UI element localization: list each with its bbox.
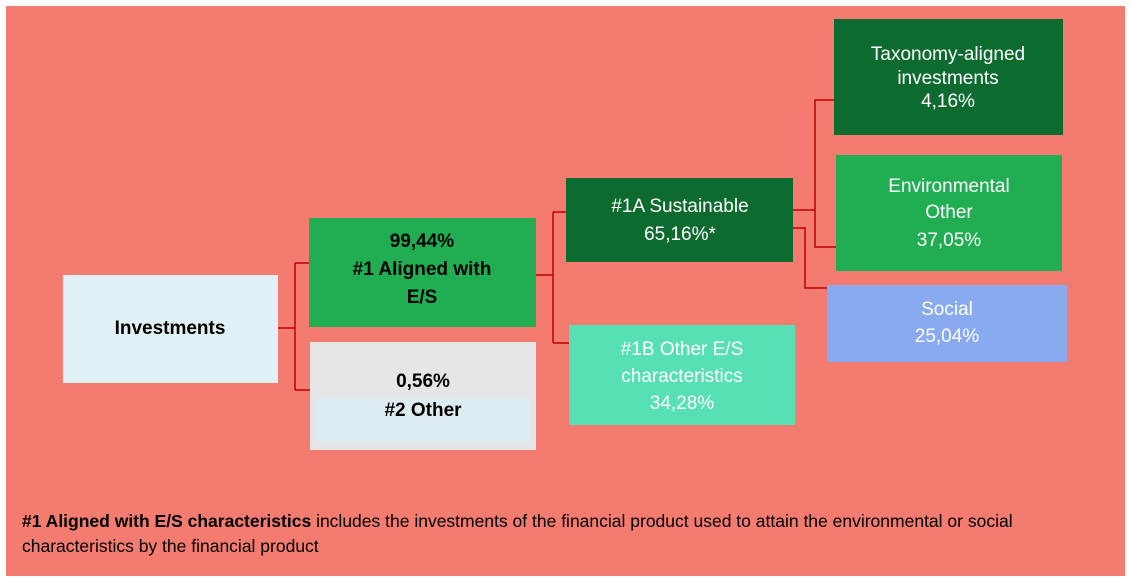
box [569, 325, 795, 425]
box [63, 275, 278, 383]
connector [278, 262, 310, 391]
node-label: 25,04% [915, 326, 980, 347]
node-label: Investments [115, 318, 226, 339]
box [834, 19, 1063, 135]
node-aligned: 99,44% #1 Aligned with E/S [309, 218, 536, 327]
box [566, 178, 793, 262]
node-label: Taxonomy-aligned [871, 44, 1025, 65]
footnote: #1 Aligned with E/S characteristics incl… [22, 509, 1112, 559]
node-label: 37,05% [917, 230, 982, 251]
node-label: Other [925, 202, 973, 223]
connector [536, 211, 569, 344]
connector [793, 99, 836, 289]
node-taxonomy: Taxonomy-aligned investments 4,16% [834, 19, 1063, 135]
box [836, 155, 1062, 271]
node-environmental: Environmental Other 37,05% [836, 155, 1062, 271]
node-label: 0,56% [396, 371, 450, 392]
node-label: #2 Other [384, 400, 462, 421]
node-other-es: #1B Other E/S characteristics 34,28% [569, 325, 795, 425]
node-label: 4,16% [921, 91, 975, 112]
box [309, 218, 536, 327]
box-inner [316, 397, 530, 442]
box [827, 285, 1067, 362]
node-label: 34,28% [650, 393, 715, 414]
node-label: #1A Sustainable [611, 196, 748, 217]
node-investments: Investments [63, 275, 278, 383]
node-label: characteristics [621, 366, 742, 387]
footnote-bold: #1 Aligned with E/S characteristics [22, 511, 312, 531]
node-label: 99,44% [390, 231, 455, 252]
node-sustainable: #1A Sustainable 65,16%* [566, 178, 793, 262]
node-label: 65,16%* [644, 224, 716, 245]
node-label: investments [897, 68, 998, 89]
node-social: Social 25,04% [827, 285, 1067, 362]
node-label: Environmental [888, 176, 1009, 197]
node-label: E/S [407, 287, 438, 308]
node-label: #1 Aligned with [353, 259, 492, 280]
footnote-text: includes the investments of the financia… [22, 511, 1013, 556]
node-label: #1B Other E/S [621, 339, 744, 360]
node-other: 0,56% #2 Other [310, 342, 536, 450]
node-label: Social [921, 299, 973, 320]
connectors [278, 99, 836, 391]
